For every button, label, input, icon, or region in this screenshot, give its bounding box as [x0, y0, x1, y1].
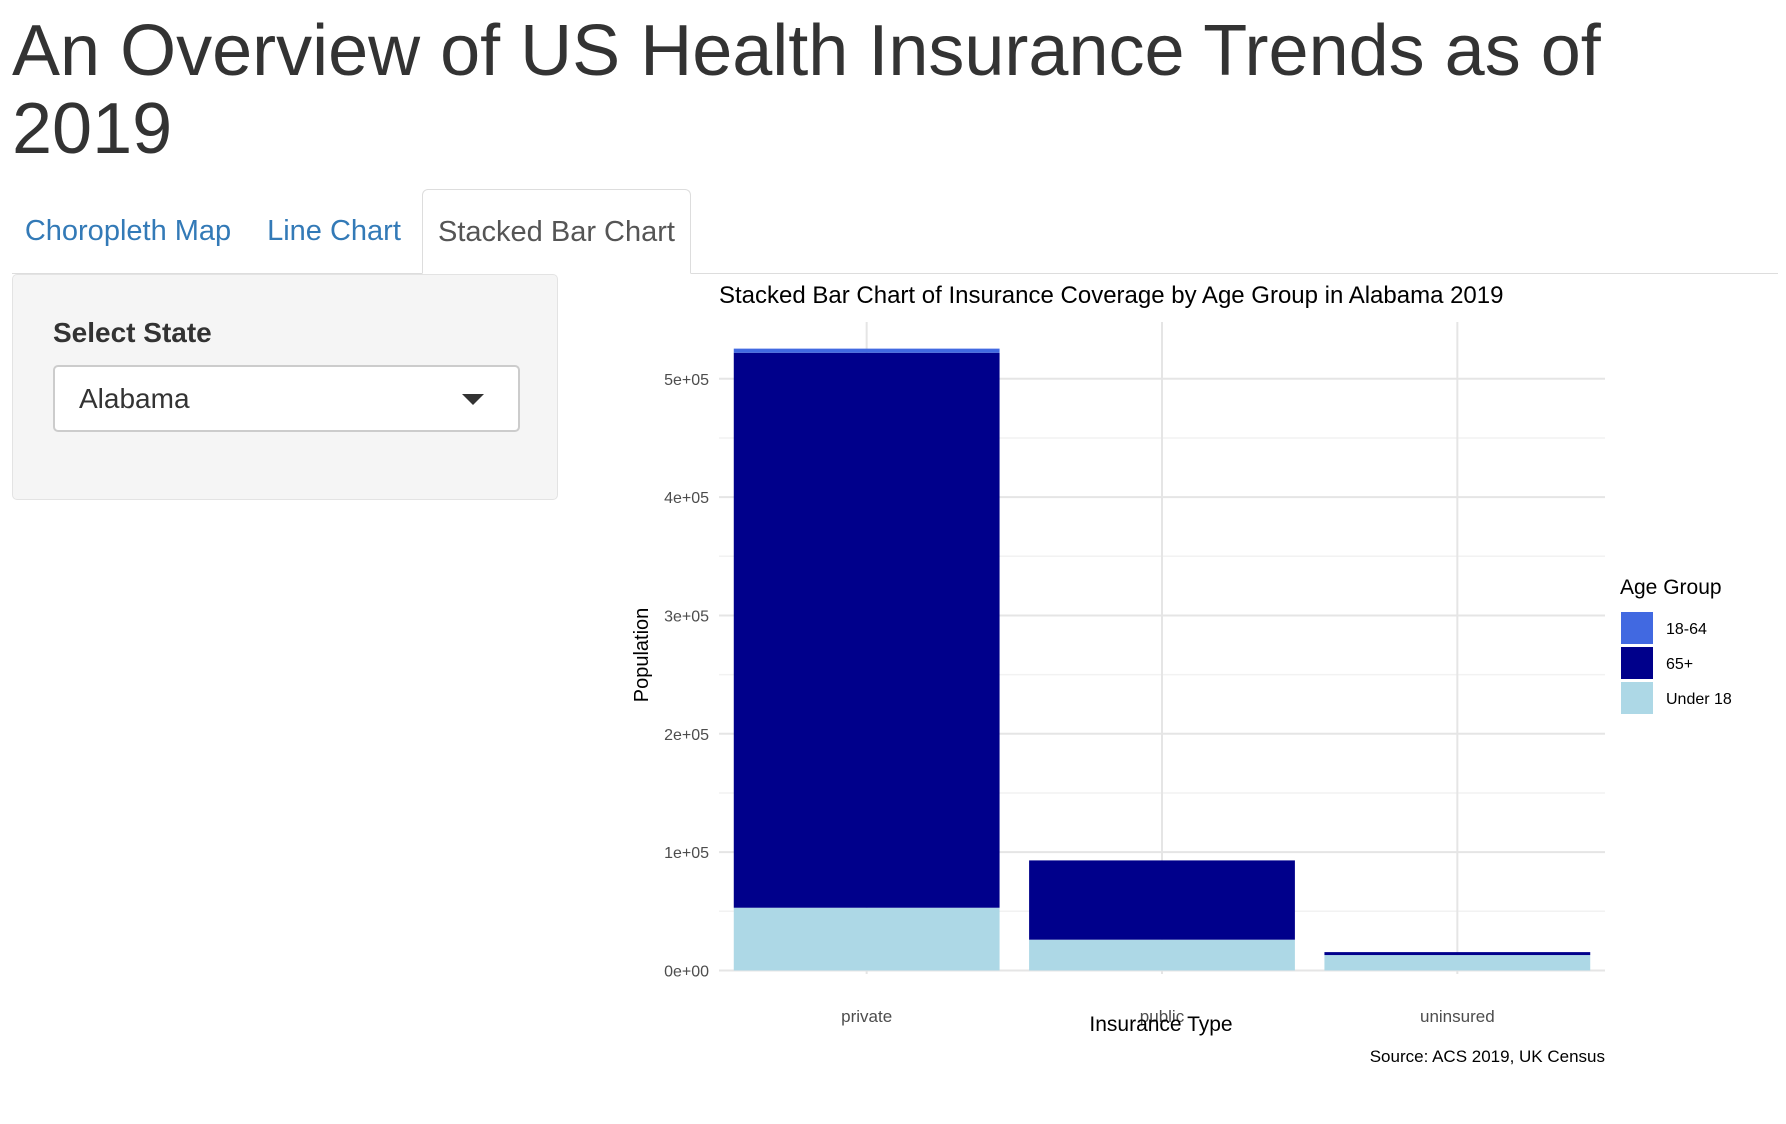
- bar-segment-public-65-: [1029, 860, 1295, 940]
- tab-line-chart[interactable]: Line Chart: [267, 215, 401, 247]
- bar-segment-uninsured-under-18: [1324, 955, 1591, 971]
- legend-key: [1621, 612, 1653, 644]
- sidebar-panel: Select State Alabama: [12, 274, 558, 500]
- tab-choropleth-map[interactable]: Choropleth Map: [24, 215, 232, 247]
- legend-key: [1621, 647, 1653, 679]
- chart-caption: Source: ACS 2019, UK Census: [1370, 1047, 1605, 1066]
- legend-label: Under 18: [1666, 691, 1732, 708]
- y-axis: 0e+00 1e+05 2e+05 3e+05 4e+05 5e+05: [664, 372, 709, 981]
- x-axis: private public uninsured: [841, 1007, 1495, 1026]
- caret-down-icon: [462, 394, 484, 405]
- x-axis-title: Insurance Type: [1089, 1013, 1232, 1036]
- chart-canvas: Stacked Bar Chart of Insurance Coverage …: [631, 282, 1732, 1066]
- chart-title: Stacked Bar Chart of Insurance Coverage …: [719, 282, 1503, 309]
- y-tick-label: 5e+05: [664, 372, 709, 389]
- legend-title: Age Group: [1620, 576, 1722, 599]
- bar-segment-uninsured-65-: [1324, 952, 1591, 956]
- stacked-bar-chart: Stacked Bar Chart of Insurance Coverage …: [620, 276, 1780, 1076]
- tab-stacked-bar-chart[interactable]: Stacked Bar Chart: [422, 189, 691, 274]
- state-select[interactable]: Alabama: [53, 365, 520, 432]
- bar-segment-private-18-64: [733, 348, 1000, 353]
- y-tick-label: 0e+00: [664, 963, 709, 980]
- bar-segment-public-under-18: [1029, 939, 1295, 971]
- chart-legend: Age Group 18-64 65+ Under 18: [1620, 576, 1732, 714]
- legend-label: 18-64: [1666, 621, 1707, 638]
- legend-label: 65+: [1666, 656, 1693, 673]
- y-tick-label: 3e+05: [664, 608, 709, 625]
- state-select-value: Alabama: [79, 383, 190, 414]
- y-axis-title: Population: [631, 608, 653, 703]
- x-tick-label: private: [841, 1007, 892, 1026]
- select-state-label: Select State: [53, 317, 212, 348]
- chart-bars: [733, 348, 1591, 971]
- bar-segment-private-under-18: [733, 907, 1000, 971]
- y-tick-label: 4e+05: [664, 490, 709, 507]
- y-tick-label: 2e+05: [664, 727, 709, 744]
- bar-segment-private-65-: [733, 352, 1000, 908]
- x-tick-label: public: [1140, 1007, 1185, 1026]
- y-tick-label: 1e+05: [664, 845, 709, 862]
- x-tick-label: uninsured: [1420, 1007, 1495, 1026]
- page-title: An Overview of US Health Insurance Trend…: [12, 11, 1601, 169]
- tab-bar: Choropleth Map Line Chart Stacked Bar Ch…: [12, 189, 1778, 274]
- legend-key: [1621, 682, 1653, 714]
